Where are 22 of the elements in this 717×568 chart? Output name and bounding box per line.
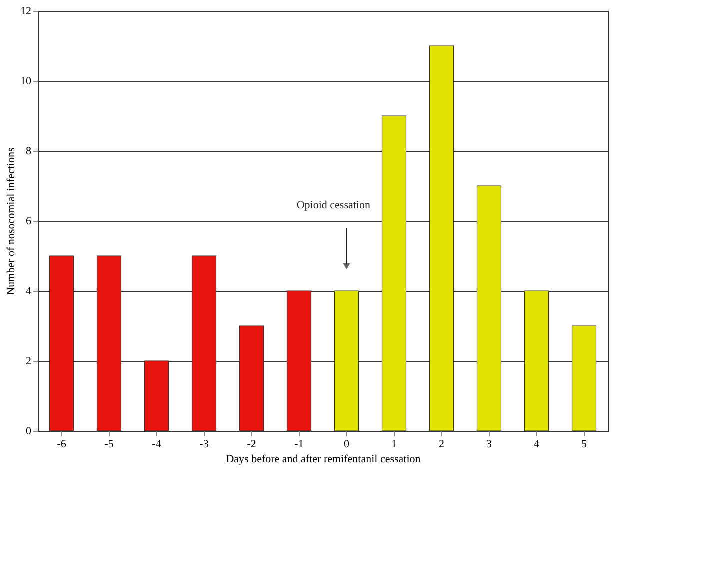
x-tick-label: 1 [392, 438, 397, 450]
x-tick-label: -2 [247, 438, 256, 450]
x-tick-label: 3 [486, 438, 492, 450]
x-axis-title: Days before and after remifentanil cessation [226, 454, 422, 466]
x-tick-label: 0 [344, 438, 350, 450]
x-tick-label: -3 [200, 438, 210, 450]
y-tick-label: 10 [20, 76, 32, 88]
annotation: Opioid cessation [296, 200, 371, 212]
y-tick-label: 12 [20, 6, 32, 18]
x-tick-label: -1 [294, 438, 304, 450]
y-tick-label: 4 [26, 286, 32, 298]
y-tick-label: 8 [26, 146, 32, 158]
x-tick-label: -6 [57, 438, 67, 450]
x-tick-label: 4 [534, 438, 540, 450]
x-tick-label: 2 [439, 438, 444, 450]
y-tick-label: 0 [26, 426, 32, 438]
x-tick-label: 5 [582, 438, 588, 450]
y-tick-label: 6 [26, 216, 32, 228]
y-axis-title: Number of nosocomial infections [6, 148, 18, 296]
y-tick-label: 2 [26, 356, 32, 368]
x-tick-label: -5 [104, 438, 114, 450]
x-tick-label: -4 [152, 438, 162, 450]
